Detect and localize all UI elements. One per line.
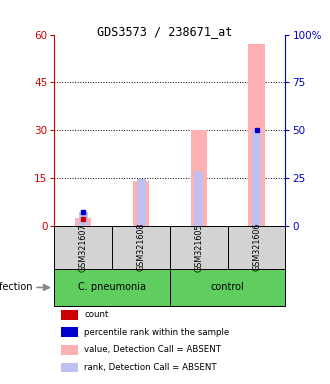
Text: rank, Detection Call = ABSENT: rank, Detection Call = ABSENT xyxy=(84,363,217,372)
Text: GSM321605: GSM321605 xyxy=(194,223,203,271)
Text: value, Detection Call = ABSENT: value, Detection Call = ABSENT xyxy=(84,346,221,354)
Bar xyxy=(194,171,203,225)
Bar xyxy=(61,345,78,355)
Bar xyxy=(61,310,78,319)
Bar xyxy=(61,362,78,372)
Bar xyxy=(133,181,149,225)
Bar xyxy=(228,225,285,269)
Text: GSM321607: GSM321607 xyxy=(79,223,88,271)
Bar xyxy=(112,225,170,269)
Text: infection: infection xyxy=(0,283,32,293)
Text: C. pneumonia: C. pneumonia xyxy=(78,283,146,293)
Text: GSM321606: GSM321606 xyxy=(252,223,261,271)
Text: percentile rank within the sample: percentile rank within the sample xyxy=(84,328,230,337)
Text: control: control xyxy=(211,283,245,293)
Bar xyxy=(170,225,228,269)
Bar xyxy=(61,328,78,337)
Bar xyxy=(170,269,285,306)
Bar xyxy=(54,269,170,306)
Bar xyxy=(252,130,261,225)
Bar xyxy=(248,44,265,225)
Bar xyxy=(191,130,207,225)
Text: GDS3573 / 238671_at: GDS3573 / 238671_at xyxy=(97,25,233,38)
Text: GSM321608: GSM321608 xyxy=(137,223,146,271)
Bar xyxy=(137,179,146,225)
Text: count: count xyxy=(84,310,109,319)
Bar xyxy=(54,225,112,269)
Bar xyxy=(79,212,88,225)
Bar xyxy=(75,218,91,225)
